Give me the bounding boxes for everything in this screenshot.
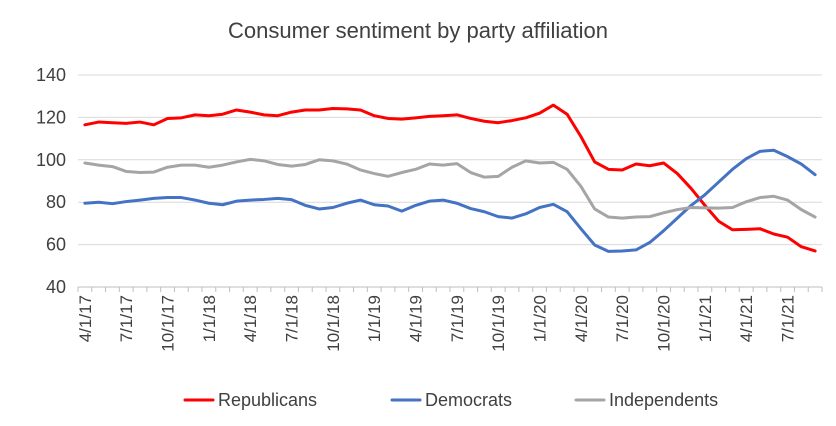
y-tick-label: 120: [36, 107, 66, 127]
x-tick-label: 10/1/18: [324, 295, 343, 352]
y-tick-label: 40: [46, 277, 66, 297]
legend-label-republicans: Republicans: [218, 390, 317, 410]
x-tick-label: 10/1/20: [655, 295, 674, 352]
legend-label-independents: Independents: [609, 390, 718, 410]
y-tick-label: 80: [46, 192, 66, 212]
x-tick-label: 7/1/20: [613, 295, 632, 342]
x-tick-label: 1/1/19: [365, 295, 384, 342]
x-tick-label: 10/1/19: [489, 295, 508, 352]
series-line-independents: [83, 157, 817, 220]
legend-label-democrats: Democrats: [425, 390, 512, 410]
series-line-democrats: [83, 148, 817, 253]
x-tick-label: 7/1/17: [117, 295, 136, 342]
x-tick-label: 7/1/18: [283, 295, 302, 342]
x-tick-label: 4/1/18: [241, 295, 260, 342]
x-tick-label: 1/1/21: [696, 295, 715, 342]
x-tick-label: 4/1/17: [76, 295, 95, 342]
y-tick-label: 140: [36, 65, 66, 85]
x-tick-label: 1/1/20: [531, 295, 550, 342]
series-line-republicans: [83, 103, 817, 253]
x-tick-label: 4/1/19: [407, 295, 426, 342]
chart-title: Consumer sentiment by party affiliation: [228, 18, 608, 43]
x-tick-label: 1/1/18: [200, 295, 219, 342]
y-tick-label: 60: [46, 235, 66, 255]
x-tick-label: 7/1/21: [779, 295, 798, 342]
x-tick-label: 4/1/20: [572, 295, 591, 342]
x-tick-label: 4/1/21: [737, 295, 756, 342]
x-tick-label: 7/1/19: [448, 295, 467, 342]
x-tick-label: 10/1/17: [159, 295, 178, 352]
y-tick-label: 100: [36, 150, 66, 170]
